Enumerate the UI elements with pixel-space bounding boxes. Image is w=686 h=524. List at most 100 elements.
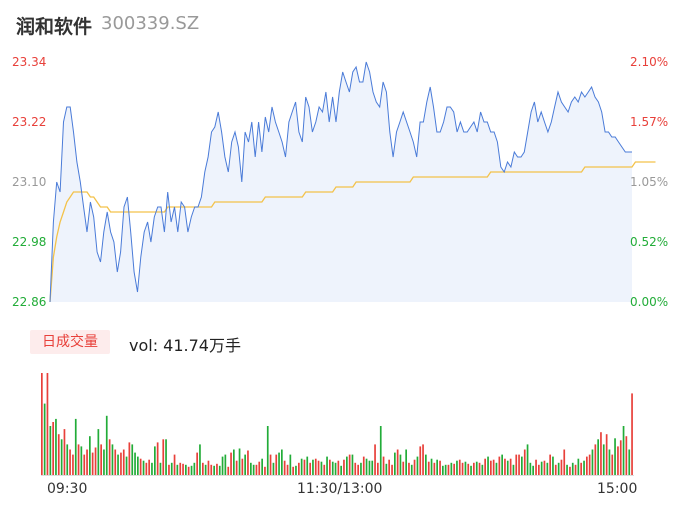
volume-bar (66, 444, 69, 475)
volume-bar (605, 434, 608, 475)
volume-bar (137, 456, 139, 475)
volume-bar (518, 454, 520, 475)
daily-volume-badge[interactable]: 日成交量 (30, 330, 110, 354)
volume-bar (402, 461, 405, 475)
volume-bar (108, 439, 111, 475)
volume-bar (425, 454, 427, 475)
y-right-tick-3: 0.52% (630, 235, 669, 249)
volume-bar (385, 463, 388, 475)
volume-bar (337, 460, 340, 475)
volume-bar (241, 458, 244, 475)
volume-bar (586, 456, 588, 475)
volume-bar (614, 438, 616, 475)
volume-bar (617, 446, 619, 475)
volume-bar (145, 462, 148, 475)
volume-bar (439, 460, 441, 475)
stock-name: 润和软件 (16, 16, 93, 38)
volume-bar (346, 456, 348, 475)
volume-bar (295, 465, 297, 475)
volume-bar (128, 442, 131, 475)
volume-bar (458, 459, 461, 475)
volume-bar (461, 462, 464, 475)
volume-bar (549, 454, 551, 475)
volume-bar (193, 462, 196, 475)
volume-bar (283, 460, 286, 475)
volume-bar (396, 449, 399, 475)
volume-bar (49, 426, 52, 475)
volume-bar (504, 458, 506, 475)
volume-bar (148, 459, 150, 475)
volume-bar (185, 464, 187, 475)
volume-bar (72, 454, 74, 475)
volume-bar (255, 464, 258, 475)
volume-bar (478, 462, 481, 475)
volume-bar (74, 418, 77, 475)
volume-bar (377, 462, 379, 475)
volume-bar (156, 442, 159, 475)
volume-bar (258, 461, 261, 475)
x-tick-midday: 11:30/13:00 (297, 481, 383, 497)
volume-bar (111, 444, 114, 475)
volume-bar (419, 446, 422, 475)
volume-bar (97, 429, 100, 475)
volume-bar (487, 456, 489, 475)
volume-bar (405, 449, 407, 475)
volume-bar (450, 462, 453, 475)
volume-bar (292, 466, 294, 475)
volume-bar (331, 461, 334, 475)
volume-bar (159, 462, 162, 475)
volume-bar (235, 460, 238, 475)
volume-bar (52, 422, 54, 475)
volume-bar (154, 446, 156, 475)
volume-bar (591, 449, 594, 475)
volume-bar (631, 393, 633, 475)
volume-bar (600, 432, 602, 475)
volume-bar (368, 460, 371, 475)
volume-bar (43, 403, 46, 475)
volume-bar (583, 460, 585, 475)
volume-bar (199, 444, 201, 475)
volume-bar (442, 465, 444, 475)
volume-bar (202, 462, 204, 475)
volume-bar (625, 436, 628, 475)
volume-bar (413, 459, 416, 475)
volume-bar (190, 465, 193, 475)
volume-bar (264, 466, 266, 475)
volume-bar (495, 462, 498, 475)
volume-bar (588, 454, 591, 475)
volume-bar (134, 452, 136, 475)
volume-bar (484, 458, 486, 475)
volume-bar (91, 452, 94, 475)
volume-bar (422, 444, 424, 475)
volume-bar (554, 464, 557, 475)
volume-bar (526, 444, 529, 475)
x-tick-close: 15:00 (597, 481, 638, 497)
volume-bar (492, 459, 495, 475)
volume-bar (608, 449, 611, 475)
volume-bar (374, 444, 376, 475)
volume-bar (467, 463, 470, 475)
volume-bar (125, 456, 128, 475)
volume-bar (408, 462, 410, 475)
volume-bar (532, 465, 534, 475)
y-left-tick-3: 22.98 (12, 235, 47, 249)
volume-bar (521, 456, 523, 475)
volume-bar (275, 454, 278, 475)
volume-bar (94, 447, 97, 475)
volume-bar (103, 449, 105, 475)
volume-bar (244, 454, 246, 475)
volume-bar (563, 449, 566, 475)
volume-bar (165, 439, 167, 475)
volume-bar (131, 444, 134, 475)
volume-bar (170, 462, 173, 475)
volume-bar (498, 456, 501, 475)
volume-bar (560, 459, 563, 475)
volume-bar (388, 459, 390, 475)
volume-bar (204, 464, 207, 475)
volume-bar (456, 460, 458, 475)
volume-bar (529, 462, 532, 475)
volume-bar (100, 444, 102, 475)
volume-bar (162, 439, 165, 475)
volume-bar (569, 466, 571, 475)
